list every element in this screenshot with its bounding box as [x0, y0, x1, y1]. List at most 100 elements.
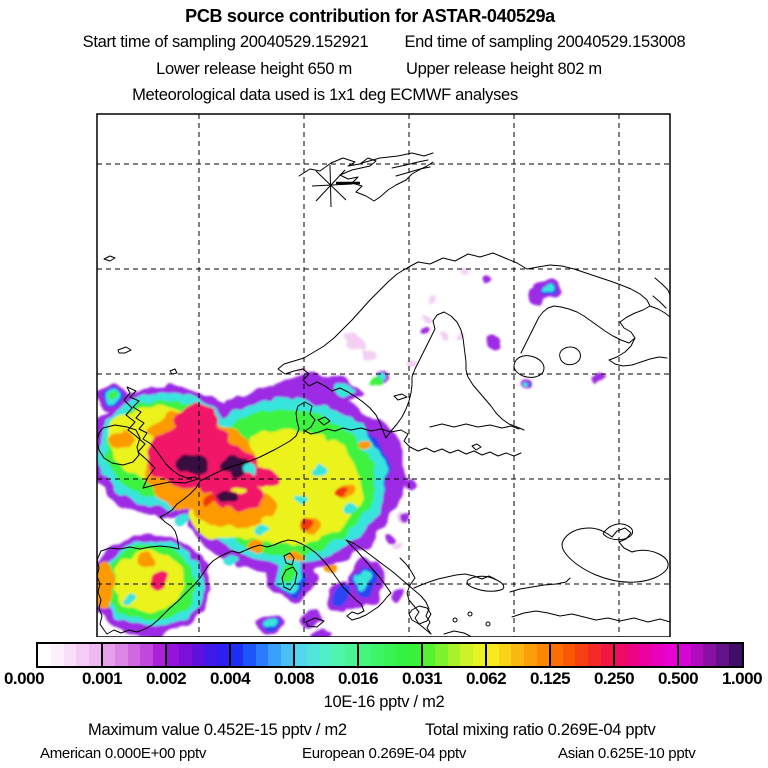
colorbar-cell [473, 644, 486, 666]
colorbar-cell [293, 644, 307, 666]
colorbar-cell [229, 644, 243, 666]
colorbar-tick-label: 1.000 [721, 669, 763, 688]
colorbar-boundary [229, 644, 231, 666]
colorbar-cell [601, 644, 614, 666]
colorbar-cell [319, 644, 333, 666]
end-time-label: End time of sampling 20040529.153008 [404, 33, 686, 51]
colorbar-unit-label: 10E-16 pptv / m2 [323, 693, 445, 711]
footer-contributions-line: American 0.000E+00 pptv European 0.269E-… [0, 745, 768, 765]
colorbar-boundary [613, 644, 615, 666]
release-heights-line: Lower release height 650 m Upper release … [0, 60, 768, 79]
colorbar-boundary [549, 644, 551, 666]
colorbar-tick-label: 0.000 [3, 669, 45, 688]
colorbar-cell [255, 644, 269, 666]
asian-contribution-label: Asian 0.625E-10 pptv [558, 745, 696, 762]
colorbar-cell [140, 644, 154, 666]
colorbar-cell [575, 644, 589, 666]
colorbar-cell [652, 644, 666, 666]
colorbar-cell [191, 644, 205, 666]
map-svg [96, 113, 671, 638]
colorbar-cell [703, 644, 717, 666]
colorbar-boundary [293, 644, 295, 666]
colorbar-cell [677, 644, 691, 666]
sampling-site-marker-icon [311, 164, 360, 208]
colorbar-tick-label: 0.001 [81, 669, 123, 688]
colorbar-cell [89, 644, 102, 666]
colorbar-cell [178, 644, 192, 666]
colorbar-cell [511, 644, 525, 666]
colorbar-cell [626, 644, 640, 666]
colorbar-cell [204, 644, 218, 666]
lower-release-label: Lower release height 650 m [156, 60, 352, 78]
plume-layers [97, 269, 604, 637]
sampling-times-line: Start time of sampling 20040529.152921 En… [0, 33, 768, 52]
colorbar-cell [447, 644, 461, 666]
colorbar-cell [396, 644, 410, 666]
coastlines [97, 152, 670, 637]
colorbar-cell [690, 644, 704, 666]
colorbar-boundary [357, 644, 359, 666]
colorbar-tick-label: 0.031 [401, 669, 443, 688]
colorbar-cell [485, 644, 499, 666]
colorbar-cell [345, 644, 358, 666]
colorbar-cell [421, 644, 435, 666]
colorbar-tick-label: 0.008 [273, 669, 315, 688]
colorbar-cell [409, 644, 422, 666]
colorbar-cell [165, 644, 179, 666]
colorbar-cell [76, 644, 90, 666]
colorbar-cell [242, 644, 256, 666]
colorbar-cell [63, 644, 77, 666]
map-panel [0, 110, 768, 638]
footer-stats-line: Maximum value 0.452E-15 pptv / m2 Total … [0, 721, 768, 741]
upper-release-label: Upper release height 802 m [406, 60, 602, 78]
maximum-value-label: Maximum value 0.452E-15 pptv / m2 [88, 721, 347, 739]
colorbar-cell [588, 644, 602, 666]
colorbar-cell [549, 644, 563, 666]
colorbar-cell [613, 644, 627, 666]
colorbar-cell [101, 644, 115, 666]
colorbar-boundary [421, 644, 423, 666]
colorbar-cell [729, 644, 742, 666]
colorbar-boundary [485, 644, 487, 666]
european-contribution-label: European 0.269E-04 pptv [302, 745, 467, 762]
colorbar-cell [306, 644, 320, 666]
colorbar-cell [383, 644, 397, 666]
colorbar-boundary [165, 644, 167, 666]
colorbar-cell [114, 644, 128, 666]
colorbar [36, 642, 744, 668]
colorbar-cell [153, 644, 166, 666]
colorbar-boundary [677, 644, 679, 666]
colorbar-tick-label: 0.125 [529, 669, 571, 688]
colorbar-cell [716, 644, 730, 666]
colorbar-tick-label: 0.062 [465, 669, 507, 688]
colorbar-cell [357, 644, 371, 666]
colorbar-cell [524, 644, 538, 666]
start-time-label: Start time of sampling 20040529.152921 [82, 33, 369, 51]
colorbar-cell [38, 644, 51, 666]
colorbar-boundary [101, 644, 103, 666]
meteorology-label: Meteorological data used is 1x1 deg ECMW… [132, 86, 518, 104]
colorbar-cell [537, 644, 550, 666]
colorbar-cell [639, 644, 653, 666]
colorbar-cell [562, 644, 576, 666]
american-contribution-label: American 0.000E+00 pptv [40, 745, 207, 762]
plume-speckles [125, 464, 357, 604]
colorbar-tick-label: 0.004 [209, 669, 251, 688]
colorbar-tick-label: 0.500 [657, 669, 699, 688]
colorbar-cell [268, 644, 282, 666]
colorbar-tick-label: 0.016 [337, 669, 379, 688]
colorbar-tick-label: 0.250 [593, 669, 635, 688]
colorbar-cell [217, 644, 230, 666]
colorbar-cell [127, 644, 141, 666]
colorbar-cell [434, 644, 448, 666]
colorbar-cell [460, 644, 474, 666]
colorbar-cell [50, 644, 64, 666]
colorbar-cell [281, 644, 294, 666]
colorbar-cell [370, 644, 384, 666]
page-title: PCB source contribution for ASTAR-040529… [185, 6, 555, 26]
colorbar-cell [332, 644, 346, 666]
colorbar-tick-label: 0.002 [145, 669, 187, 688]
total-mixing-ratio-label: Total mixing ratio 0.269E-04 pptv [425, 721, 656, 739]
colorbar-cell [498, 644, 512, 666]
colorbar-cell [665, 644, 678, 666]
